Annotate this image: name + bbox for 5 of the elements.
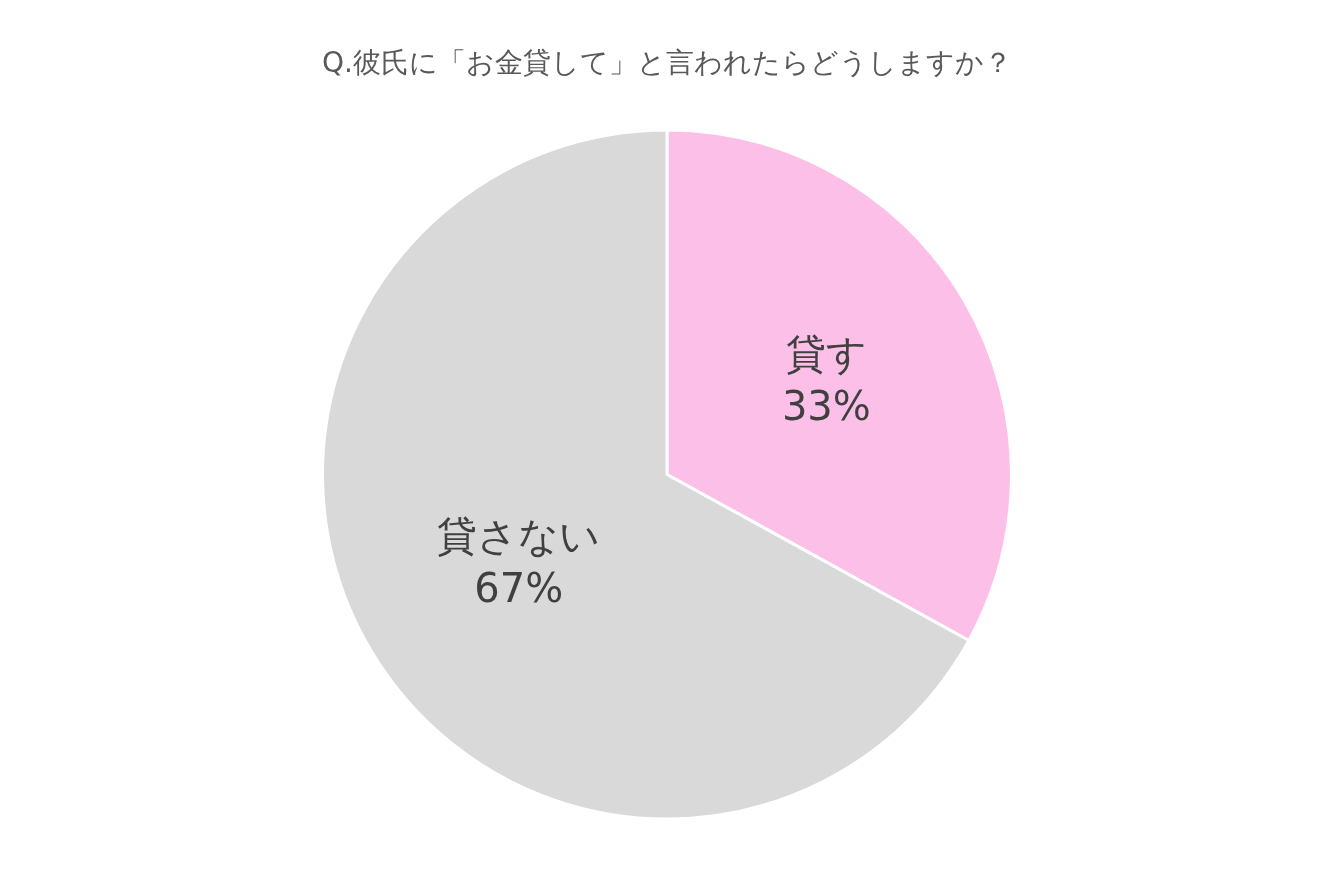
data-label: 67% — [474, 565, 564, 612]
chart-title: Q.彼氏に「お金貸して」と言われたらどうしますか？ — [322, 46, 1012, 80]
data-label: 33% — [781, 383, 871, 430]
slice-label: 貸す — [785, 331, 867, 378]
slice-label: 貸さない — [437, 513, 601, 560]
